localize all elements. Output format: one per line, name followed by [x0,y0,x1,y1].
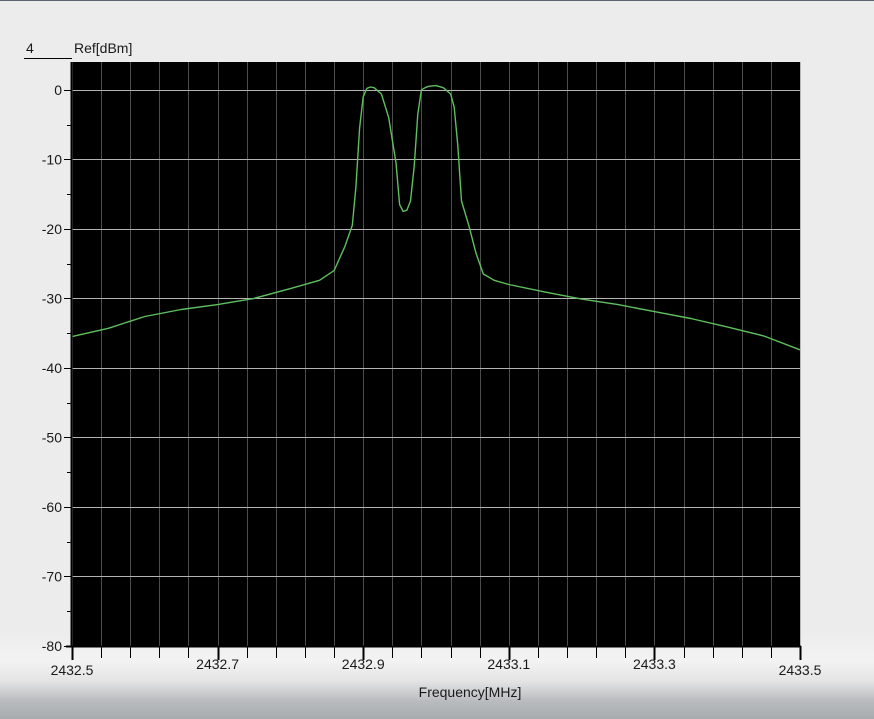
y-tick-label: -40 [42,360,62,376]
ref-marker-label: 4 [26,40,34,56]
tick-labels: 0 -10 -20 -30 -40 -50 -60 -70 -80 2432.5 2432.7 243… [42,82,822,678]
y-tick-label: -50 [42,429,62,445]
y-tick-label: 0 [54,82,62,98]
x-tick-label: 2432.7 [196,656,239,672]
plot-area [72,62,800,646]
x-tick-label: 2433.5 [779,662,822,678]
y-tick-label: -30 [42,290,62,306]
axes [64,62,802,660]
series-line [71,84,801,351]
x-axis-label: Frequency[MHz] [419,684,522,700]
grid [72,62,801,647]
x-tick-label: 2432.9 [342,656,385,672]
x-tick-label: 2433.1 [487,656,530,672]
y-tick-label: -70 [42,568,62,584]
x-tick-label: 2432.5 [51,662,94,678]
x-tick-label: 2433.3 [633,656,676,672]
y-tick-label: -60 [42,499,62,515]
y-tick-label: -10 [42,151,62,167]
y-tick-label: -80 [42,638,62,654]
y-axis-label: Ref[dBm] [74,40,132,56]
y-tick-label: -20 [42,221,62,237]
series-layer [71,84,801,351]
